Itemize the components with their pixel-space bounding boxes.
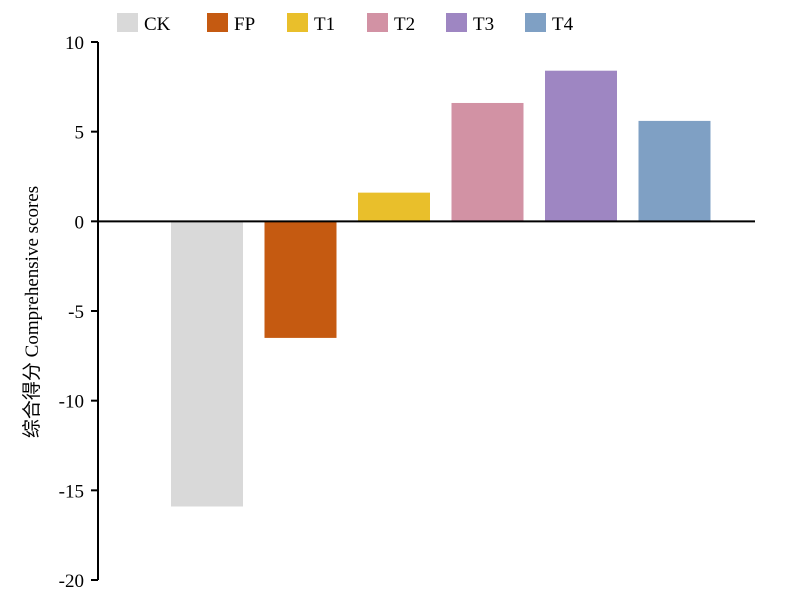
legend-swatch-t2 <box>367 13 388 32</box>
legend-label-t2: T2 <box>394 14 415 35</box>
legend-swatch-t3 <box>446 13 467 32</box>
legend-label-t3: T3 <box>473 14 494 35</box>
legend: CK FP T1 T2 T3 T4 <box>117 13 574 35</box>
legend-swatch-fp <box>207 13 228 32</box>
legend-swatch-t4 <box>525 13 546 32</box>
y-tick-label: -10 <box>59 392 84 413</box>
legend-swatch-t1 <box>287 13 308 32</box>
legend-label-t4: T4 <box>552 14 574 35</box>
y-axis-ticks: 10 5 0 -5 -10 -15 -20 <box>59 33 98 592</box>
y-axis-label: 综合得分 Comprehensive scores <box>21 186 43 438</box>
legend-label-ck: CK <box>144 14 171 35</box>
bar-t3 <box>545 70 617 222</box>
y-tick-label: -20 <box>59 571 84 592</box>
bar-t4 <box>638 120 711 222</box>
legend-label-fp: FP <box>234 14 255 35</box>
y-tick-label: -15 <box>59 481 84 502</box>
bars <box>171 70 711 507</box>
bar-t2 <box>451 102 524 222</box>
y-tick-label: -5 <box>68 302 84 323</box>
legend-swatch-ck <box>117 13 138 32</box>
bar-t1 <box>358 192 430 222</box>
y-tick-label: 5 <box>75 123 85 144</box>
bar-ck <box>171 221 243 507</box>
bar-fp <box>264 221 337 338</box>
y-tick-label: 10 <box>65 33 84 54</box>
y-tick-label: 0 <box>75 212 85 233</box>
legend-label-t1: T1 <box>314 14 335 35</box>
